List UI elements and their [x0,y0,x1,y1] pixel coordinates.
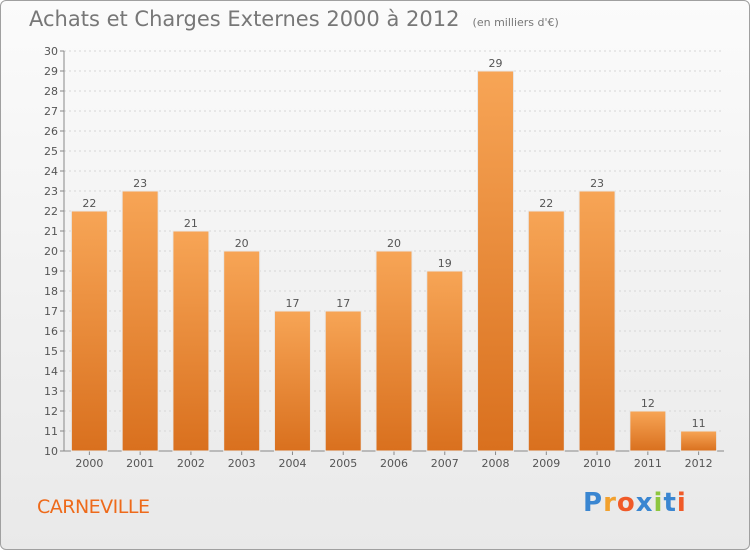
bar [172,230,210,452]
y-tick-label: 26 [44,125,58,138]
x-tick-label: 2002 [177,457,205,470]
y-tick-label: 25 [44,145,58,158]
bar [578,190,616,452]
data-label: 11 [692,417,706,430]
data-label: 22 [82,197,96,210]
chart-title: Achats et Charges Externes 2000 à 2012 [29,7,460,31]
bar [324,310,362,452]
data-label: 23 [590,177,604,190]
proxiti-logo: Proxiti [583,488,687,518]
bar [121,190,159,452]
data-label: 20 [235,237,249,250]
x-tick-label: 2009 [532,457,560,470]
data-label: 19 [438,257,452,270]
y-tick-label: 30 [44,45,58,58]
y-tick-label: 20 [44,245,58,258]
logo-letter: i [676,488,687,518]
logo-letter: x [635,488,654,518]
x-tick-label: 2011 [634,457,662,470]
x-tick-label: 2004 [278,457,306,470]
x-tick-label: 2008 [482,457,510,470]
data-label: 20 [387,237,401,250]
x-tick-label: 2000 [75,457,103,470]
x-tick-label: 2012 [685,457,713,470]
y-tick-label: 27 [44,105,58,118]
x-tick-label: 2007 [431,457,459,470]
bars [70,70,718,452]
bar [477,70,515,452]
y-tick-label: 29 [44,65,58,78]
data-label: 21 [184,217,198,230]
y-tick-label: 21 [44,225,58,238]
y-tick-label: 28 [44,85,58,98]
x-tick-label: 2010 [583,457,611,470]
bar [527,210,565,452]
data-label: 17 [336,297,350,310]
y-tick-label: 22 [44,205,58,218]
x-tick-label: 2001 [126,457,154,470]
y-tick-label: 13 [44,385,58,398]
y-tick-label: 12 [44,405,58,418]
bar [223,250,261,452]
bar [70,210,108,452]
y-tick-label: 16 [44,325,58,338]
data-label: 17 [285,297,299,310]
place-name: CARNEVILLE [37,496,150,518]
bar [680,430,718,452]
y-tick-label: 18 [44,285,58,298]
y-tick-label: 23 [44,185,58,198]
y-tick-label: 19 [44,265,58,278]
x-tick-label: 2006 [380,457,408,470]
y-tick-label: 14 [44,365,58,378]
data-label: 29 [489,57,503,70]
x-tick-label: 2003 [228,457,256,470]
y-tick-label: 10 [44,445,58,458]
logo-letter: o [616,488,636,518]
labels: 22 23 21 20 17 17 20 19 29 22 23 12 11 [82,57,705,430]
x-tick-label: 2005 [329,457,357,470]
bar [629,410,667,452]
chart-subtitle: (en milliers d'€) [472,16,559,29]
bar [375,250,413,452]
bar [273,310,311,452]
logo-letter: t [663,488,677,518]
y-tick-label: 17 [44,305,58,318]
bar [426,270,464,452]
data-label: 22 [539,197,553,210]
logo-letter: r [603,488,617,518]
chart-title-row: Achats et Charges Externes 2000 à 2012 (… [29,7,559,31]
y-tick-label: 11 [44,425,58,438]
logo-letter: P [583,488,604,518]
data-label: 23 [133,177,147,190]
y-tick-label: 24 [44,165,58,178]
y-tick-label: 15 [44,345,58,358]
data-label: 12 [641,397,655,410]
logo-letter: i [653,488,664,518]
